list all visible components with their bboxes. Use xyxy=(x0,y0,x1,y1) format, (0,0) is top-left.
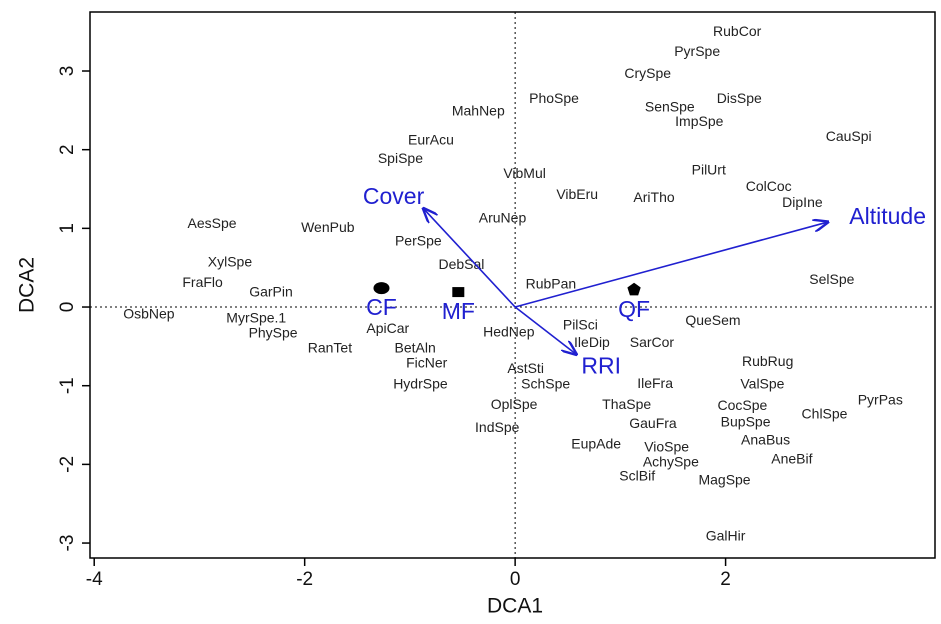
x-tick-label: 2 xyxy=(720,569,731,590)
species-label: GarPin xyxy=(249,284,293,300)
species-label: SchSpe xyxy=(521,376,570,392)
species-label: SelSpe xyxy=(809,271,854,287)
species-label: AruNep xyxy=(479,210,527,226)
species-label: ApiCar xyxy=(366,320,409,336)
species-label: CauSpi xyxy=(826,128,872,144)
species-label: IleFra xyxy=(637,375,673,391)
species-label: RubCor xyxy=(713,23,762,39)
species-label: BupSpe xyxy=(721,413,771,429)
species-label: OplSpe xyxy=(491,396,538,412)
species-label: DipIne xyxy=(782,194,823,210)
species-label: PyrSpe xyxy=(674,43,720,59)
y-tick-label: -3 xyxy=(57,535,78,552)
vector-arrow xyxy=(424,209,516,308)
species-label: IndSpe xyxy=(475,419,520,435)
species-label: ValSpe xyxy=(740,376,784,392)
species-label: VibMul xyxy=(503,165,546,181)
species-label: EupAde xyxy=(571,435,621,451)
species-label: WenPub xyxy=(301,219,355,235)
y-tick-label: 3 xyxy=(57,66,78,77)
species-label: AnaBus xyxy=(741,431,790,447)
species-label: CocSpe xyxy=(718,397,768,413)
species-label: IleDip xyxy=(574,334,610,350)
species-label: SclBif xyxy=(619,468,655,484)
species-label: PyrPas xyxy=(858,391,903,407)
y-tick-label: -2 xyxy=(57,456,78,473)
species-label: PilSci xyxy=(563,317,598,333)
species-label: GauFra xyxy=(629,415,677,431)
vector-label: RRI xyxy=(581,352,621,378)
species-label: AstSti xyxy=(507,360,544,376)
species-label: MagSpe xyxy=(698,472,750,488)
species-label: RubPan xyxy=(526,276,577,292)
species-label: AesSpe xyxy=(188,215,237,231)
species-label: XylSpe xyxy=(208,254,253,270)
site-marker xyxy=(452,287,465,298)
species-label: QueSem xyxy=(685,312,740,328)
species-label: PerSpe xyxy=(395,232,442,248)
species-label: ImpSpe xyxy=(675,113,723,129)
x-tick-label: 0 xyxy=(510,569,521,590)
species-label: DisSpe xyxy=(717,90,762,106)
vector-label: Altitude xyxy=(849,203,926,229)
vector-label: Cover xyxy=(363,183,425,209)
species-label: ColCoc xyxy=(746,178,792,194)
site-label: QF xyxy=(618,296,650,322)
species-label: HydrSpe xyxy=(393,376,448,392)
x-tick-label: -2 xyxy=(296,569,313,590)
site-label: CF xyxy=(366,294,397,320)
species-label: SenSpe xyxy=(645,99,695,115)
vector-arrow xyxy=(514,222,828,308)
site-label: MF xyxy=(442,298,475,324)
species-label: CrySpe xyxy=(624,65,671,81)
species-label: ChlSpe xyxy=(802,406,848,422)
species-label: ThaSpe xyxy=(602,396,651,412)
y-tick-label: 2 xyxy=(57,144,78,155)
species-label: FicNer xyxy=(406,354,448,370)
plot-frame xyxy=(89,11,936,559)
species-label: SpiSpe xyxy=(378,150,423,166)
species-label: AchySpe xyxy=(643,454,699,470)
species-label: DebSal xyxy=(439,256,485,272)
species-label: PhySpe xyxy=(249,324,298,340)
species-label: VibEru xyxy=(556,186,598,202)
species-label: VioSpe xyxy=(644,439,689,455)
species-label: AneBif xyxy=(771,450,812,466)
species-label: RanTet xyxy=(308,339,352,355)
species-label: FraFlo xyxy=(182,274,223,290)
site-marker xyxy=(627,282,641,296)
species-label: OsbNep xyxy=(123,306,175,322)
species-label: PilUrt xyxy=(692,162,726,178)
species-label: RubRug xyxy=(742,353,793,369)
site-marker xyxy=(373,282,390,295)
species-label: MyrSpe.1 xyxy=(226,310,286,326)
species-label: AriTho xyxy=(633,189,674,205)
species-label: HedNep xyxy=(483,324,535,340)
vector-arrow xyxy=(514,306,576,354)
species-label: MahNep xyxy=(452,103,505,119)
species-label: SarCor xyxy=(630,334,675,350)
species-label: BetAln xyxy=(395,339,436,355)
species-label: GalHir xyxy=(706,527,746,543)
species-label: PhoSpe xyxy=(529,90,579,106)
species-label: EurAcu xyxy=(408,132,454,148)
x-axis-label: DCA1 xyxy=(487,595,543,618)
y-tick-label: -1 xyxy=(57,377,78,394)
y-tick-label: 0 xyxy=(57,302,78,313)
y-tick-label: 1 xyxy=(57,223,78,234)
x-tick-label: -4 xyxy=(86,569,103,590)
y-axis-label: DCA2 xyxy=(16,257,39,313)
